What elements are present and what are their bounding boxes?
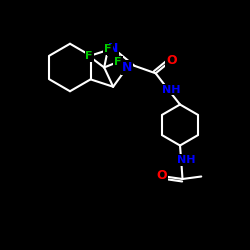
Text: O: O <box>157 169 167 182</box>
Text: NH: NH <box>162 84 180 94</box>
Text: N: N <box>122 61 132 74</box>
Text: NH: NH <box>178 155 196 165</box>
Text: F: F <box>114 57 122 67</box>
Text: N: N <box>108 42 118 55</box>
Text: F: F <box>104 44 112 54</box>
Text: F: F <box>86 51 93 61</box>
Text: O: O <box>166 54 177 66</box>
